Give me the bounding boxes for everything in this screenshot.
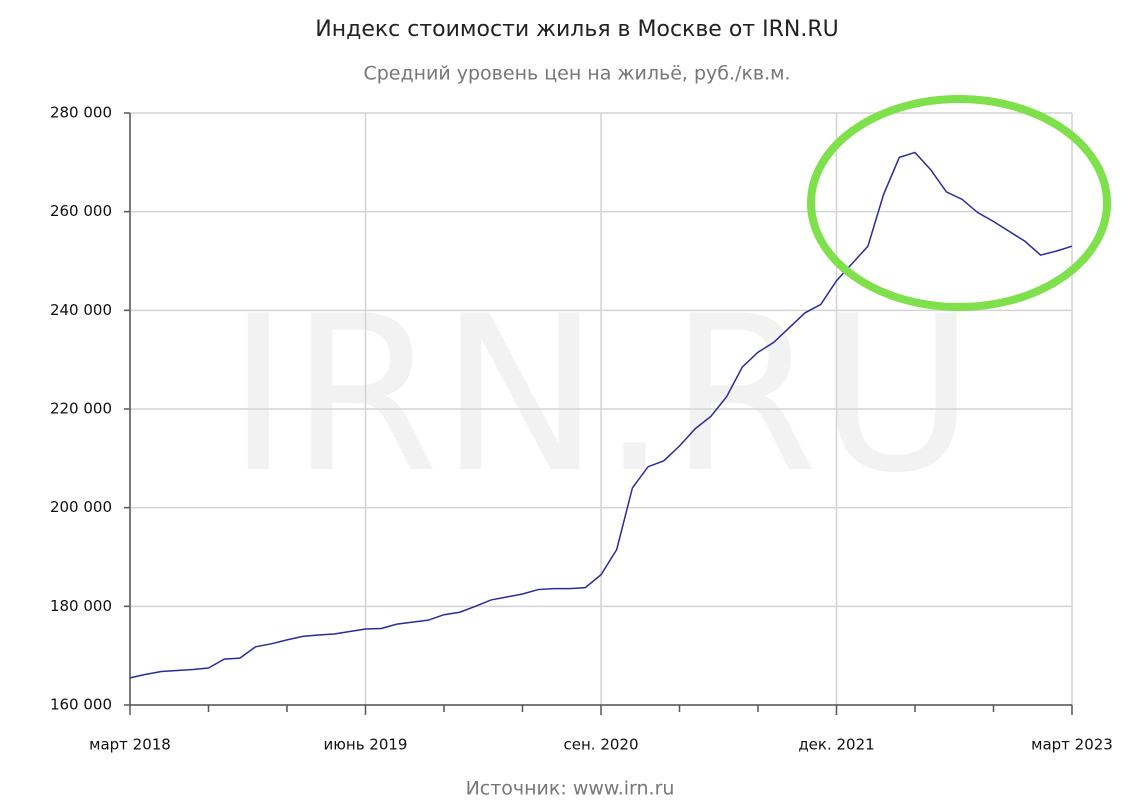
x-tick-label: март 2023 [1031,736,1113,754]
y-tick-label: 240 000 [50,301,112,319]
x-tick-label: июнь 2019 [324,736,408,754]
x-tick-label: сен. 2020 [564,736,639,754]
x-tick-label: дек. 2021 [798,736,874,754]
y-tick-label: 220 000 [50,400,112,418]
y-tick-label: 280 000 [50,104,112,122]
plot: 160 000 180 000 200 000 220 000 240 000 260 0… [50,104,1113,754]
y-tick-label: 200 000 [50,498,112,516]
line [129,151,1073,679]
y-tick-label: 180 000 [50,597,112,615]
x-tick-label: март 2018 [89,736,171,754]
chart-title: Индекс стоимости жилья в Москве от IRN.R… [315,17,838,42]
y-tick-label: 160 000 [50,696,112,714]
chart-subtitle: Средний уровень цен на жильё, руб./кв.м. [363,63,790,85]
highlight-ellipse [807,95,1111,311]
source: Источник: www.irn.ru [466,778,675,800]
y-tick-label: 260 000 [50,202,112,220]
